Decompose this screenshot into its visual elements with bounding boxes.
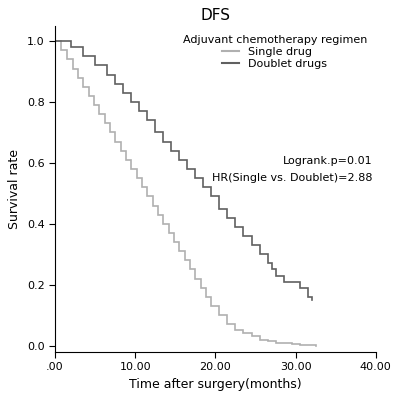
Text: Logrank.p=0.01: Logrank.p=0.01 <box>283 156 372 166</box>
Title: DFS: DFS <box>200 8 230 23</box>
Y-axis label: Survival rate: Survival rate <box>8 149 21 229</box>
Legend: Single drug, Doublet drugs: Single drug, Doublet drugs <box>179 32 370 73</box>
X-axis label: Time after surgery(months): Time after surgery(months) <box>129 378 302 391</box>
Text: HR(Single vs. Doublet)=2.88: HR(Single vs. Doublet)=2.88 <box>212 172 372 182</box>
